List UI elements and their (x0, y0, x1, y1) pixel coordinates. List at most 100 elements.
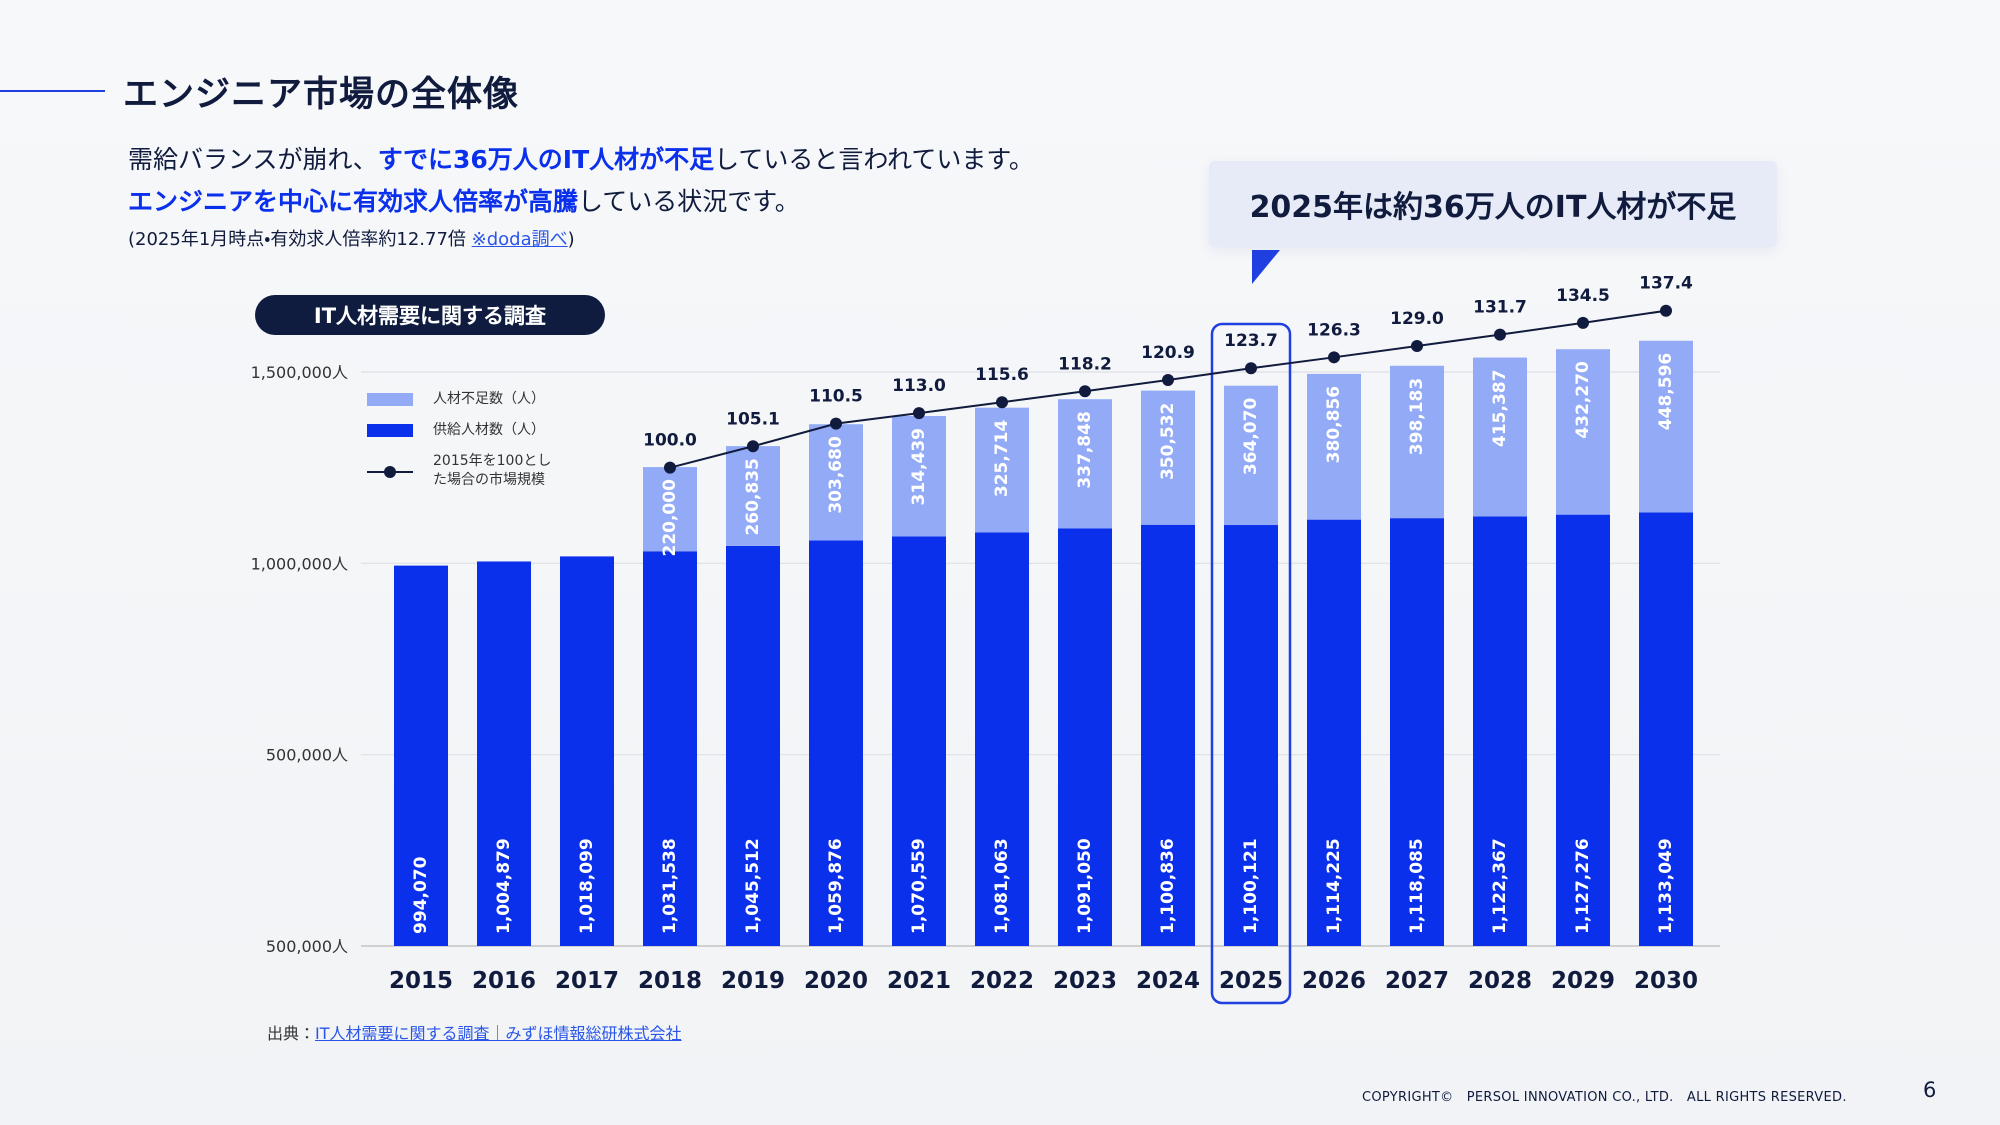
copyright: COPYRIGHT© PERSOL INNOVATION CO., LTD. A… (1362, 1090, 1847, 1105)
lead-text: していると言われています。 (714, 145, 1034, 174)
line-point (747, 440, 759, 453)
bar-value-label: 220,000 (660, 479, 680, 557)
bar-segment (1224, 385, 1278, 526)
x-tick-label: 2029 (1551, 968, 1615, 994)
legend-label: 人材不足数（人） (433, 391, 545, 407)
bar-segment (1473, 516, 1527, 946)
x-tick-label: 2024 (1136, 968, 1200, 994)
bar-segment (1390, 365, 1444, 519)
x-tick-label: 2021 (887, 968, 951, 994)
bar-value-label: 1,133,049 (1656, 838, 1676, 934)
x-tick-label: 2018 (638, 968, 702, 994)
bar-value-label: 1,018,099 (577, 838, 597, 934)
line-point (664, 461, 676, 474)
bar-segment (643, 467, 697, 552)
bar-segment (975, 532, 1029, 946)
legend-swatch (367, 393, 413, 406)
bar-value-label: 1,059,876 (826, 838, 846, 934)
bar-value-label: 303,680 (826, 436, 846, 514)
line-point (1079, 385, 1091, 398)
title-rule (0, 90, 105, 92)
legend-item: 2015年を100とした場合の市場規模 (367, 452, 563, 490)
bar-value-label: 314,439 (909, 428, 929, 505)
line-value-label: 137.4 (1639, 274, 1693, 294)
bar-value-label: 1,045,512 (743, 838, 763, 934)
lead-highlight: エンジニアを中心に有効求人倍率が高騰 (128, 187, 579, 216)
bar-value-label: 380,856 (1324, 386, 1344, 463)
source-link[interactable]: IT人材需要に関する調査｜みずほ情報総研株式会社 (315, 1024, 682, 1043)
line-value-label: 134.5 (1556, 286, 1610, 306)
legend: 人材不足数（人） 供給人材数（人） 2015年を100とした場合の市場規模 (367, 390, 563, 502)
bar-segment (1639, 340, 1693, 513)
legend-label: 供給人材数（人） (433, 422, 545, 438)
line-value-label: 131.7 (1473, 298, 1527, 318)
bar-segment (394, 565, 448, 946)
bar-segment (809, 424, 863, 541)
lead-line: エンジニアを中心に有効求人倍率が高騰している状況です。 (128, 182, 800, 218)
x-tick-label: 2016 (472, 968, 536, 994)
bar-segment (1639, 512, 1693, 946)
bar-segment (1141, 390, 1195, 525)
bar-segment (1058, 528, 1112, 946)
line-point (1494, 328, 1506, 341)
bar-segment (1556, 349, 1610, 515)
line-point (1328, 351, 1340, 364)
bar-value-label: 1,100,121 (1241, 838, 1261, 934)
note-link[interactable]: ※doda調べ (471, 229, 568, 250)
bar-value-label: 364,070 (1241, 398, 1261, 476)
legend-swatch (367, 424, 413, 437)
y-tick-label: 1,000,000人 (251, 554, 348, 573)
bar-value-label: 1,100,836 (1158, 838, 1178, 934)
bar-value-label: 415,387 (1490, 370, 1510, 447)
bar-segment (1390, 518, 1444, 946)
bar-value-label: 432,270 (1573, 361, 1593, 439)
page-number: 6 (1923, 1078, 1937, 1102)
x-tick-label: 2023 (1053, 968, 1117, 994)
line-value-label: 120.9 (1141, 343, 1195, 363)
highlight-box (1210, 322, 1292, 1005)
bar-segment (1556, 514, 1610, 946)
bar-segment (892, 536, 946, 946)
bar-value-label: 1,127,276 (1573, 838, 1593, 934)
y-tick-label: 1,500,000人 (251, 363, 348, 382)
bar-segment (726, 446, 780, 546)
bar-value-label: 350,532 (1158, 403, 1178, 480)
y-tick-label: 500,000人 (266, 746, 348, 765)
bar-value-label: 994,070 (411, 856, 431, 934)
x-tick-label: 2015 (389, 968, 453, 994)
x-tick-label: 2026 (1302, 968, 1366, 994)
x-tick-label: 2017 (555, 968, 619, 994)
bar-segment (477, 561, 531, 946)
bar-segment (726, 545, 780, 946)
line-point (1245, 362, 1257, 375)
line-value-label: 126.3 (1307, 320, 1361, 340)
bar-segment (975, 407, 1029, 533)
x-tick-label: 2020 (804, 968, 868, 994)
bar-value-label: 1,122,367 (1490, 838, 1510, 934)
bar-value-label: 448,596 (1656, 353, 1676, 430)
bar-segment (560, 556, 614, 946)
slide-title: エンジニア市場の全体像 (123, 75, 520, 115)
x-tick-label: 2022 (970, 968, 1034, 994)
line-value-label: 110.5 (809, 387, 863, 407)
line-value-label: 115.6 (975, 365, 1029, 385)
bar-value-label: 1,070,559 (909, 838, 929, 934)
line-point (830, 417, 842, 430)
callout: 2025年は約36万人のIT人材が不足 (1209, 161, 1777, 247)
x-tick-label: 2027 (1385, 968, 1449, 994)
note-text: (2025年1月時点・有効求人倍率約12.77倍 (128, 229, 472, 250)
line-value-label: 118.2 (1058, 354, 1112, 374)
bar-segment (1224, 525, 1278, 946)
line-point (1577, 316, 1589, 329)
bar-segment (892, 416, 946, 537)
lead-highlight: すでに36万人のIT人材が不足 (377, 145, 715, 174)
bar-segment (1141, 524, 1195, 946)
legend-rect (367, 393, 413, 406)
bar-value-label: 337,848 (1075, 411, 1095, 488)
bar-value-label: 325,714 (992, 420, 1012, 498)
x-tick-label: 2019 (721, 968, 785, 994)
bar-segment (1058, 399, 1112, 529)
line-value-label: 129.0 (1390, 309, 1444, 329)
